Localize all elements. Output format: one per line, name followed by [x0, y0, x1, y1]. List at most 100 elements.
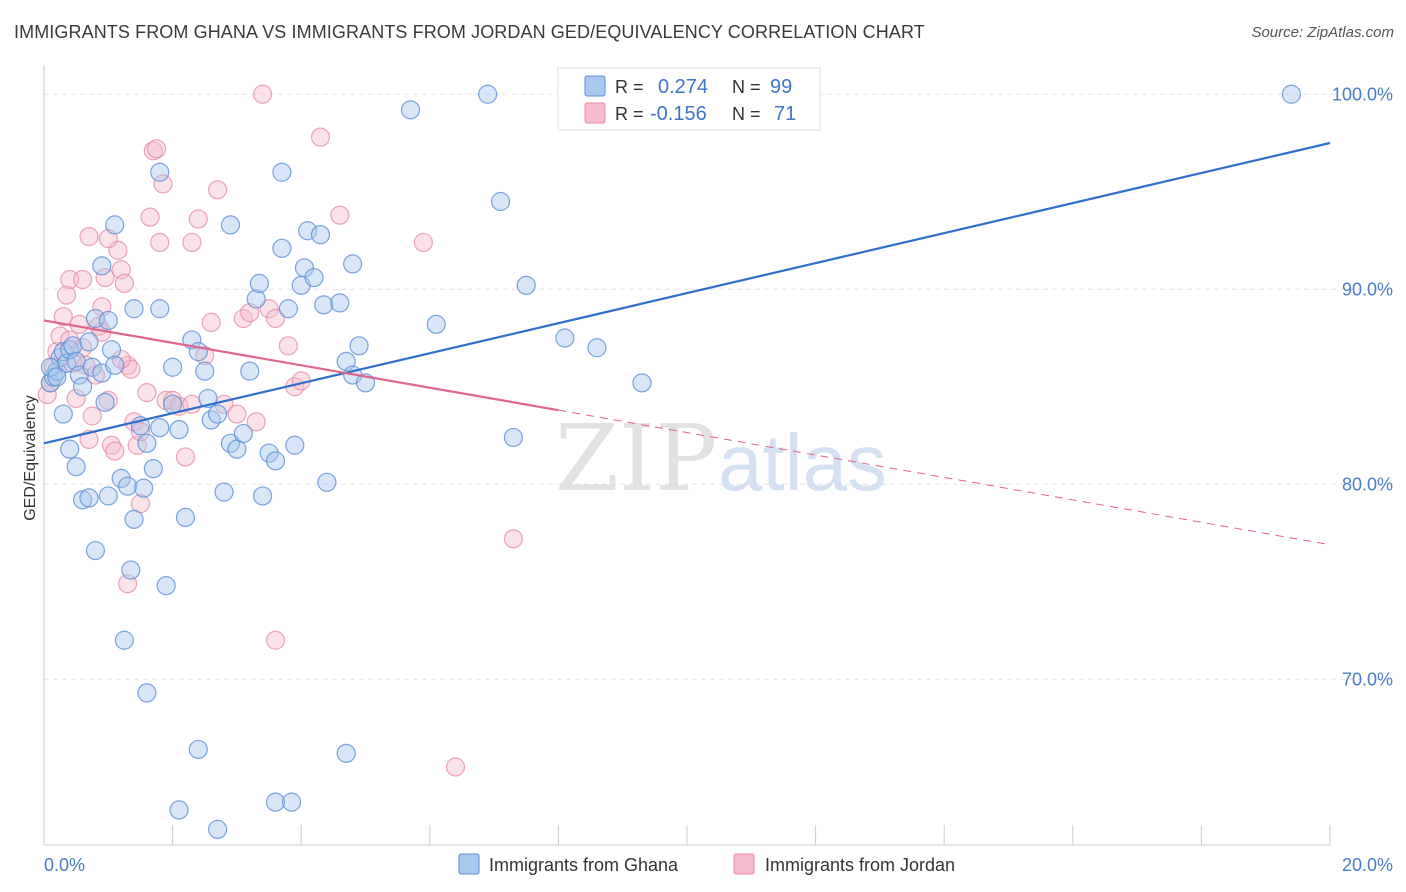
ghana-point	[343, 254, 363, 274]
jordan-point	[413, 232, 433, 253]
ghana-point	[66, 457, 86, 477]
ghana-point	[555, 328, 575, 348]
ghana-point	[349, 336, 369, 356]
ghana-point	[63, 336, 83, 356]
legend-jordan-n-label: N =	[732, 104, 761, 124]
bottom-legend-ghana-swatch	[458, 853, 480, 875]
trendlines	[43, 141, 1331, 546]
ghana-point	[163, 394, 183, 414]
ghana-point	[60, 439, 80, 459]
ghana-point	[105, 355, 125, 375]
legend-jordan-r-label: R =	[615, 104, 644, 124]
ghana-point	[516, 275, 536, 295]
ghana-point	[587, 338, 607, 358]
jordan-point	[150, 232, 170, 253]
ghana-point	[294, 258, 315, 278]
ghana-point	[98, 486, 118, 506]
jordan-point	[79, 227, 99, 247]
jordan-point	[105, 441, 125, 461]
legend-jordan-r-value: -0.156	[650, 103, 707, 125]
watermark-zip: ZIP	[555, 405, 717, 512]
jordan-point	[137, 383, 157, 403]
jordan-point	[143, 141, 163, 161]
ghana-point	[137, 433, 157, 453]
legend-ghana-r-value: 0.274	[658, 76, 708, 98]
ghana-point	[330, 293, 350, 313]
ghana-point	[208, 404, 228, 424]
stats-legend: R = 0.274 N = 99 R = -0.156 N = 71	[557, 67, 821, 131]
jordan-point	[95, 267, 115, 288]
ghana-point	[143, 459, 163, 479]
jordan-point	[445, 757, 466, 777]
ghana-point	[169, 800, 189, 820]
ghana-point	[336, 743, 356, 763]
ghana-point	[121, 560, 141, 580]
ghana-point	[188, 739, 208, 760]
jordan-point	[101, 435, 122, 455]
jordan-point	[253, 84, 273, 104]
ghana-point	[98, 310, 118, 331]
ghana-point	[79, 488, 99, 508]
ghana-point	[150, 299, 170, 319]
ghana-point	[53, 404, 73, 424]
ghana-point	[82, 357, 102, 377]
ghana-point	[117, 476, 138, 496]
ghana-point	[259, 443, 279, 463]
jordan-point	[175, 447, 196, 467]
ghana-point	[272, 238, 292, 258]
jordan-point	[56, 285, 77, 305]
series-ghana-points	[40, 84, 1302, 840]
ghana-point	[240, 361, 260, 381]
jordan-point	[278, 336, 298, 356]
jordan-point	[227, 404, 247, 424]
jordan-point	[37, 384, 57, 405]
ghana-point	[314, 295, 334, 315]
legend-jordan-n-value: 71	[774, 103, 796, 125]
jordan-point	[188, 209, 208, 229]
y-tick-label: 70.0%	[1342, 669, 1393, 689]
ghana-point	[175, 507, 196, 528]
ghana-point	[163, 357, 183, 377]
ghana-point	[79, 332, 99, 352]
jordan-point	[82, 406, 102, 426]
ghana-point	[278, 299, 298, 319]
x-tick-label: 0.0%	[44, 855, 85, 875]
y-tick-label: 100.0%	[1332, 84, 1393, 104]
jordan-point	[72, 269, 93, 290]
jordan-point	[69, 314, 89, 334]
ghana-point	[124, 299, 144, 319]
ghana-point	[95, 392, 115, 412]
jordan-point	[98, 390, 118, 410]
jordan-trendline	[43, 319, 559, 412]
watermark-atlas: atlas	[718, 418, 887, 507]
chart-title: IMMIGRANTS FROM GHANA VS IMMIGRANTS FROM…	[14, 22, 925, 42]
ghana-point	[310, 225, 331, 245]
ghana-point	[195, 361, 215, 381]
ghana-point	[220, 215, 241, 235]
ghana-point	[214, 482, 234, 502]
ghana-point	[111, 468, 131, 488]
series-jordan-points	[37, 84, 523, 777]
jordan-point	[265, 630, 286, 650]
jordan-point	[53, 306, 73, 327]
ghana-point	[85, 540, 106, 561]
y-axis-label: GED/Equivalency	[22, 395, 39, 520]
ghana-point	[400, 100, 421, 120]
legend-ghana-n-label: N =	[732, 77, 761, 97]
ghana-point	[169, 420, 189, 440]
jordan-point	[114, 273, 134, 293]
legend-ghana-r-label: R =	[615, 77, 644, 97]
ghana-point	[150, 162, 170, 182]
jordan-point	[259, 299, 279, 319]
jordan-point	[121, 359, 141, 379]
ghana-point	[265, 451, 286, 471]
jordan-point	[66, 388, 86, 409]
ghana-point	[281, 792, 302, 812]
jordan-point	[208, 180, 228, 200]
jordan-point	[140, 207, 160, 227]
bottom-legend-jordan-swatch	[733, 853, 755, 875]
jordan-point	[265, 308, 286, 329]
ghana-point	[632, 373, 652, 393]
source-label: Source: ZipAtlas.com	[1251, 24, 1394, 41]
jordan-point	[130, 422, 151, 442]
